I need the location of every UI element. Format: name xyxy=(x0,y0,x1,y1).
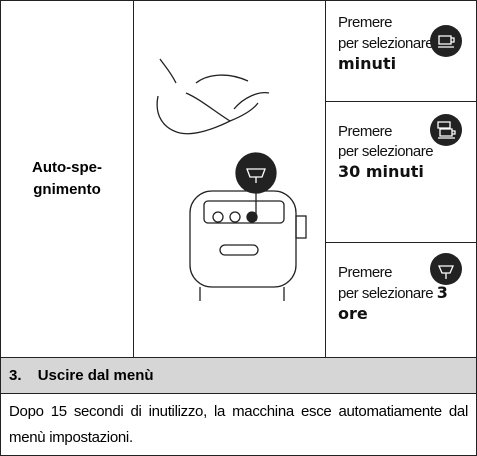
setting-label: Auto-spe-gnimento xyxy=(32,159,102,198)
section-body: Dopo 15 secondi di inutilizzo, la macchi… xyxy=(0,393,477,456)
option-prefix: Premere xyxy=(338,123,393,140)
option-prefix: Premere xyxy=(338,14,393,31)
cup-icon xyxy=(430,25,462,57)
section-number: 3. xyxy=(9,367,22,384)
option-text: per selezionare xyxy=(338,143,434,160)
option-cell: Premere per selezionare 9 minuti xyxy=(325,0,477,102)
option-text: per selezionare xyxy=(338,35,434,52)
section-header: 3. Uscire dal menù xyxy=(0,357,477,394)
section-title: Uscire dal menù xyxy=(37,367,154,384)
illustration-cell xyxy=(133,0,326,358)
option-prefix: Premere xyxy=(338,264,393,281)
label-cell: Auto-spe-gnimento xyxy=(0,0,134,358)
steam-icon xyxy=(430,253,462,285)
option-cell: Premere per selezionare 3 ore xyxy=(325,242,477,358)
option-value: 3 ore xyxy=(338,283,448,323)
option-cell: Premere per selezionare 30 minuti xyxy=(325,101,477,243)
option-value: 30 minuti xyxy=(338,162,424,181)
option-text: per selezionare xyxy=(338,285,434,302)
illustration xyxy=(156,58,307,301)
double-cup-icon xyxy=(430,114,462,146)
